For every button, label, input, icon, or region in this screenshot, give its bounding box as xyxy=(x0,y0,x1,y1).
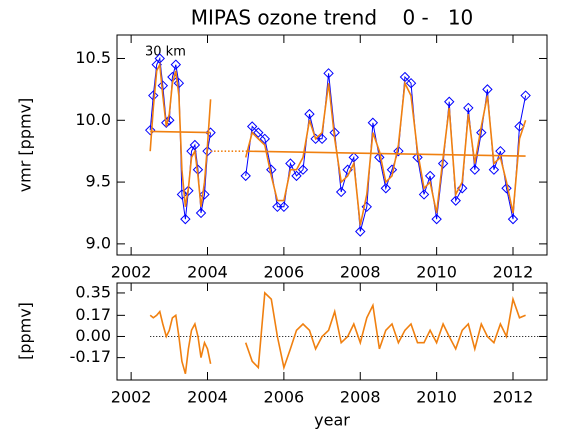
plot-frame xyxy=(116,282,548,381)
marker xyxy=(323,68,334,79)
series-line xyxy=(150,130,211,134)
marker xyxy=(297,164,309,175)
series-line xyxy=(149,61,527,226)
y-axis-label: [ppmv] xyxy=(16,302,35,360)
x-tick-label: 2010 xyxy=(416,388,457,407)
marker xyxy=(291,170,302,182)
marker xyxy=(161,117,172,128)
marker xyxy=(335,186,347,198)
y-tick-label: 0.17 xyxy=(75,305,111,324)
marker xyxy=(173,77,185,89)
marker xyxy=(189,139,201,151)
marker xyxy=(170,59,182,70)
marker xyxy=(199,189,210,200)
marker xyxy=(205,127,216,138)
marker xyxy=(514,121,525,132)
series-line xyxy=(245,150,526,157)
y-tick-label: 0.35 xyxy=(75,282,111,301)
y-tick-label: 10.0 xyxy=(75,110,111,129)
y-axis-label: vmr [ppmv] xyxy=(16,98,35,193)
marker xyxy=(482,84,493,95)
marker xyxy=(145,124,156,136)
plot-frame xyxy=(116,34,548,256)
y-tick-label: -0.17 xyxy=(70,347,111,366)
x-tick-label: 2002 xyxy=(111,263,152,282)
marker xyxy=(183,185,194,196)
marker xyxy=(253,127,264,138)
marker xyxy=(278,201,290,213)
chart-title: MIPAS ozone trend 0 - 10 xyxy=(191,6,474,30)
x-tick-label: 2006 xyxy=(264,263,305,282)
marker xyxy=(316,133,328,145)
marker xyxy=(424,170,436,182)
annotation: 30 km xyxy=(145,45,186,60)
series-line xyxy=(149,56,527,232)
x-axis-label: year xyxy=(314,411,350,430)
x-tick-label: 2010 xyxy=(416,263,457,282)
marker xyxy=(380,183,392,194)
marker xyxy=(501,183,512,194)
x-tick-label: 2004 xyxy=(187,388,228,407)
marker xyxy=(259,133,270,145)
marker xyxy=(304,108,315,120)
y-tick-label: 0.00 xyxy=(75,326,111,345)
marker xyxy=(367,117,379,128)
x-tick-label: 2008 xyxy=(340,388,381,407)
marker xyxy=(488,164,500,175)
marker xyxy=(431,213,442,225)
marker xyxy=(374,152,385,163)
x-tick-label: 2008 xyxy=(340,263,381,282)
marker xyxy=(393,145,404,157)
marker xyxy=(246,121,258,132)
series-line xyxy=(149,291,526,375)
marker xyxy=(285,158,296,169)
marker xyxy=(164,115,175,126)
marker xyxy=(463,102,474,114)
marker xyxy=(202,145,213,157)
marker xyxy=(437,158,449,169)
marker xyxy=(476,127,487,138)
x-tick-label: 2006 xyxy=(264,388,305,407)
marker xyxy=(176,189,188,200)
marker xyxy=(450,195,461,206)
marker xyxy=(195,207,207,219)
marker xyxy=(507,213,519,225)
marker xyxy=(469,164,481,175)
marker xyxy=(520,90,531,101)
y-tick-label: 9.0 xyxy=(86,233,111,252)
marker xyxy=(355,226,366,237)
x-tick-label: 2002 xyxy=(111,388,152,407)
marker xyxy=(180,213,191,225)
marker xyxy=(240,170,251,182)
x-tick-label: 2012 xyxy=(493,388,534,407)
y-tick-label: 10.5 xyxy=(75,48,111,67)
x-tick-label: 2012 xyxy=(493,263,534,282)
marker xyxy=(405,77,417,89)
y-tick-label: 9.5 xyxy=(86,172,111,191)
marker xyxy=(412,152,423,163)
marker xyxy=(154,53,165,64)
marker xyxy=(444,96,455,107)
x-tick-label: 2004 xyxy=(187,263,228,282)
marker xyxy=(418,189,430,200)
